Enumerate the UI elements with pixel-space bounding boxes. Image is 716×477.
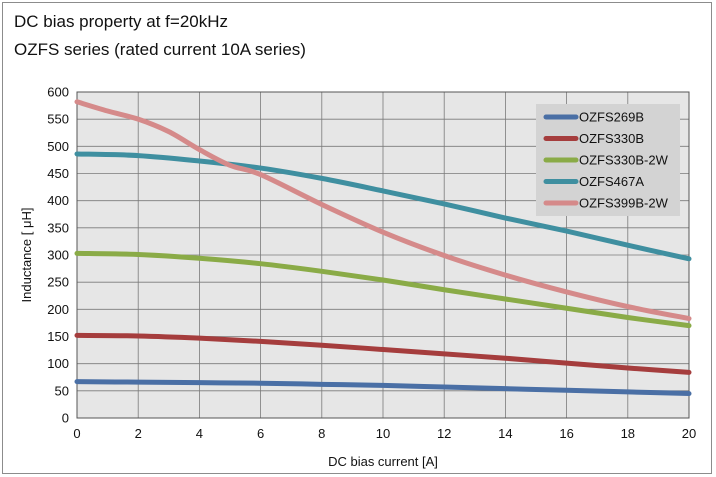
y-tick-label: 150 [47,329,69,344]
legend-label-ozfs330b-2w: OZFS330B-2W [579,153,669,168]
legend-label-ozfs269b: OZFS269B [579,110,644,125]
y-tick-label: 450 [47,166,69,181]
y-tick-label: 600 [47,85,69,100]
chart-title: DC bias property at f=20kHz [14,12,229,31]
y-tick-label: 400 [47,193,69,208]
x-tick-label: 6 [257,426,264,441]
y-tick-label: 250 [47,275,69,290]
x-tick-label: 20 [682,426,696,441]
x-tick-label: 8 [318,426,325,441]
y-tick-label: 550 [47,112,69,127]
x-tick-label: 18 [621,426,635,441]
series-line-ozfs399b-2w [74,99,692,322]
series-line-ozfs467a [74,151,692,262]
x-tick-label: 16 [559,426,573,441]
chart-subtitle: OZFS series (rated current 10A series) [14,40,306,59]
x-tick-label: 0 [73,426,80,441]
x-tick-label: 12 [437,426,451,441]
y-tick-label: 0 [62,411,69,426]
y-tick-label: 200 [47,302,69,317]
y-tick-label: 100 [47,356,69,371]
legend-label-ozfs467a: OZFS467A [579,174,644,189]
y-axis-label: Inductance [ μH] [19,208,34,303]
x-tick-label: 4 [196,426,203,441]
series-line-ozfs269b [74,379,692,397]
y-tick-label: 350 [47,220,69,235]
series-line-ozfs330b-2w [74,250,692,329]
x-tick-label: 2 [135,426,142,441]
x-axis-label: DC bias current [A] [328,454,438,469]
y-tick-label: 300 [47,248,69,263]
legend-label-ozfs399b-2w: OZFS399B-2W [579,196,669,211]
series-line-ozfs330b [74,332,692,375]
y-tick-label: 500 [47,139,69,154]
y-tick-label: 50 [55,383,69,398]
x-tick-label: 10 [376,426,390,441]
legend-label-ozfs330b: OZFS330B [579,131,644,146]
x-tick-label: 14 [498,426,512,441]
